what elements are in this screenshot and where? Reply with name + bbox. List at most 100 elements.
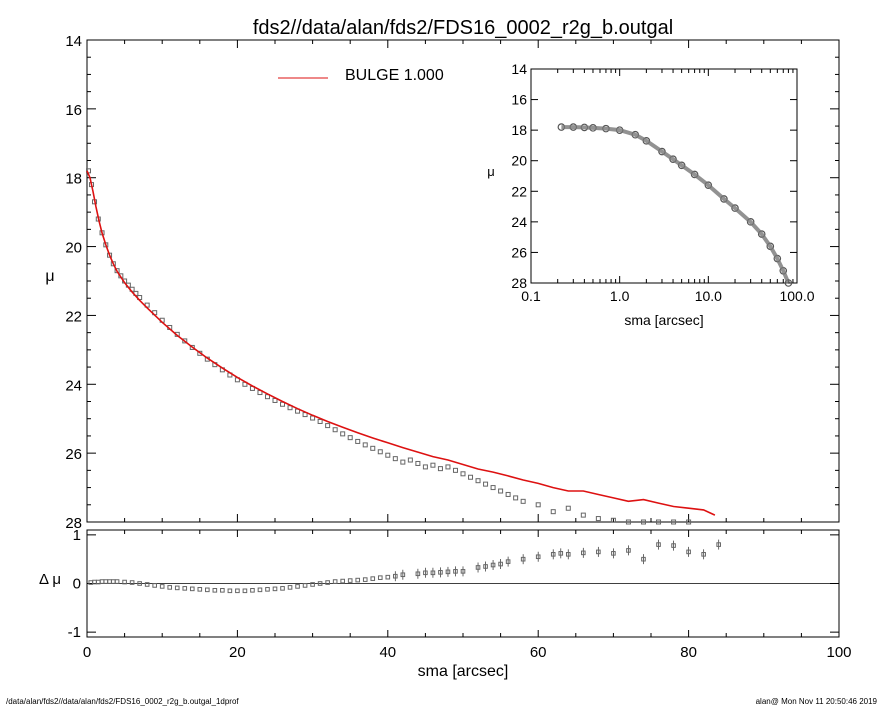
x-tick-label: 60 (530, 644, 547, 661)
data-point (110, 261, 116, 267)
residual-point (340, 578, 345, 584)
residual-y-axis: -1 0 1 (68, 527, 839, 641)
residual-point (159, 584, 165, 589)
residual-point (114, 579, 120, 584)
y-tick-label: -1 (68, 624, 81, 641)
residual-point (332, 579, 338, 584)
y-tick-label: 1 (73, 527, 81, 544)
x-tick-label: 80 (680, 644, 697, 661)
residual-point (272, 586, 278, 592)
inset-data-points (557, 123, 793, 287)
residual-point (129, 580, 135, 585)
data-point (437, 466, 443, 472)
residual-point (415, 571, 421, 577)
y-tick-label: 18 (65, 171, 82, 188)
inset-panel: 0.1 1.0 10.0 100.0 14 16 18 20 22 24 26 28 μ sma [… (487, 61, 814, 328)
data-point (550, 509, 556, 515)
footer-file-path: /data/alan/fds2//data/alan/fds2/FDS16_00… (6, 697, 239, 706)
inset-x-tick-label: 100.0 (779, 288, 814, 304)
chart-title: fds2//data/alan/fds2/FDS16_0002_r2g_b.ou… (253, 17, 673, 39)
data-point (362, 442, 368, 448)
residual-point (558, 551, 564, 556)
data-point (498, 488, 504, 494)
inset-y-tick-label: 18 (511, 122, 527, 138)
residual-x-axis-label: sma [arcsec] (418, 663, 509, 680)
residual-panel: 0 20 40 60 80 100 -101 Δ μ sma [arcsec] (39, 527, 852, 680)
residual-point (317, 581, 323, 586)
legend: BULGE 1.000 (278, 67, 444, 84)
residual-point (107, 579, 112, 584)
residual-point (498, 561, 503, 567)
inset-data-point (731, 204, 739, 212)
residual-point (535, 554, 541, 560)
inset-y-axis: 14 16 18 20 22 24 26 28 (511, 61, 797, 291)
residual-point (596, 549, 601, 555)
residual-point (122, 579, 127, 585)
main-y-axis-label: μ (45, 268, 54, 285)
residual-point (99, 579, 105, 584)
residual-point (174, 585, 180, 591)
inset-x-tick-label: 1.0 (610, 288, 630, 304)
residual-y-axis-label: Δ μ (39, 571, 61, 588)
data-point (422, 464, 428, 470)
inset-y-tick-label: 20 (511, 153, 527, 169)
data-point (377, 449, 383, 455)
y-tick-label: 0 (73, 576, 81, 593)
inset-data-point (720, 195, 728, 203)
data-point (325, 423, 331, 429)
residual-point (520, 556, 526, 562)
data-point (392, 456, 398, 462)
data-point (460, 471, 466, 477)
residual-point (250, 588, 255, 593)
inset-y-tick-label: 22 (511, 183, 527, 199)
residual-point (152, 583, 157, 588)
main-panel: 14 16 18 20 22 24 26 28 μ BULGE 1.000 0.1 1.0 10.… (45, 33, 840, 532)
residual-point (393, 573, 398, 579)
residual-point (235, 588, 240, 594)
inset-y-tick-label: 28 (511, 275, 527, 291)
residual-point (355, 577, 361, 583)
data-point (400, 459, 406, 465)
data-point (445, 464, 451, 470)
residual-point (257, 587, 263, 593)
residual-point (716, 542, 721, 547)
residual-point (460, 569, 466, 574)
residual-point (103, 579, 109, 584)
y-tick-label: 20 (65, 240, 82, 257)
data-point (407, 457, 413, 463)
residual-point (686, 549, 691, 555)
residual-point (227, 588, 233, 594)
data-point (513, 495, 519, 501)
inset-x-tick-label: 0.1 (521, 288, 541, 304)
data-point (580, 512, 586, 518)
inset-x-tick-label: 10.0 (695, 288, 722, 304)
y-tick-label: 16 (65, 102, 82, 119)
residual-point (144, 582, 150, 587)
residual-point (205, 587, 210, 593)
residual-point (453, 569, 458, 574)
inset-y-tick-label: 24 (511, 214, 527, 230)
inset-y-tick-label: 14 (511, 61, 527, 77)
residual-data-points (88, 539, 721, 594)
data-point (595, 516, 601, 522)
data-point (671, 519, 677, 525)
data-point (610, 517, 616, 523)
data-point (656, 519, 662, 525)
x-tick-label: 40 (379, 644, 396, 661)
y-tick-label: 14 (65, 33, 82, 50)
residual-point (565, 552, 571, 557)
residual-point (490, 562, 496, 568)
y-tick-label: 24 (65, 377, 82, 394)
residual-point (137, 581, 142, 586)
residual-point (189, 586, 195, 592)
data-point (625, 519, 631, 525)
residual-point (400, 572, 406, 578)
data-point (182, 338, 188, 344)
residual-point (302, 583, 308, 588)
residual-point (626, 548, 631, 553)
residual-point (310, 582, 315, 587)
residual-point (347, 578, 353, 583)
data-point (332, 427, 338, 433)
data-point (347, 435, 353, 441)
data-point (370, 445, 376, 451)
